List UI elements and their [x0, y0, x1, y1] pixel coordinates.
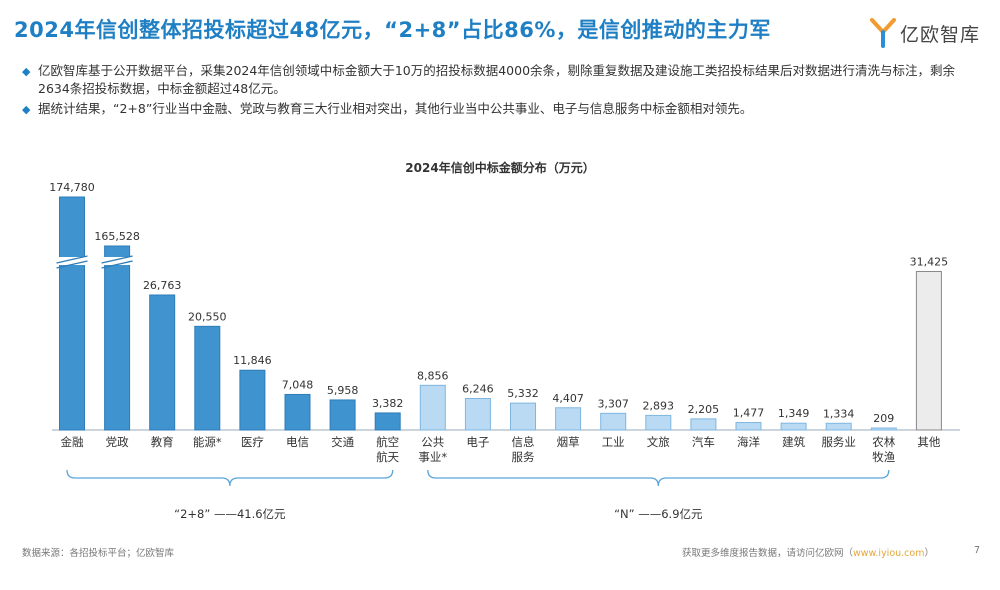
bar: [600, 412, 627, 431]
group-label: “2+8” ——41.6亿元: [174, 507, 286, 521]
category-label: 工业: [602, 435, 625, 449]
bar-chart: 2024年信创中标金额分布（万元） 174,780 金融 165,528 党政 26,7…: [49, 160, 960, 521]
bar: [825, 422, 852, 431]
category-label: 汽车: [692, 435, 715, 449]
bullet-text: 亿欧智库基于公开数据平台，采集2024年信创领域中标金额大于10万的招投标数据4…: [38, 63, 956, 96]
data-label: 165,528: [94, 230, 140, 243]
bar: [735, 422, 762, 431]
data-label: 8,856: [417, 369, 449, 382]
category-label: 公共: [421, 435, 444, 449]
category-label: 电信: [286, 435, 309, 449]
website-link[interactable]: www.iyiou.com: [852, 548, 925, 559]
bar: [419, 384, 446, 431]
bar: [690, 418, 717, 431]
data-label: 31,425: [910, 255, 949, 268]
category-label: 其他: [917, 435, 940, 449]
data-label: 20,550: [188, 310, 227, 323]
bar: [59, 196, 85, 431]
axis-break-mark: [101, 255, 133, 264]
bar: [464, 397, 491, 431]
brand-logo: 亿欧智库: [869, 18, 980, 48]
category-label: 事业*: [418, 450, 447, 464]
bar: [104, 245, 131, 431]
category-label: 信息: [512, 435, 535, 449]
footer-close-paren: ）: [924, 548, 934, 559]
data-label: 4,407: [552, 392, 584, 405]
summary-bullets: ◆ 亿欧智库基于公开数据平台，采集2024年信创领域中标金额大于10万的招投标数…: [22, 62, 982, 120]
data-label: 7,048: [282, 378, 314, 391]
category-label: 交通: [331, 435, 354, 449]
data-label: 1,349: [778, 407, 810, 420]
category-label: 文旅: [647, 435, 670, 449]
data-label: 2,205: [688, 403, 720, 416]
bar: [870, 427, 897, 431]
data-label: 3,307: [597, 397, 629, 410]
data-label: 5,332: [507, 387, 539, 400]
bullet-diamond-icon: ◆: [22, 65, 31, 78]
data-label: 11,846: [233, 354, 272, 367]
group-bracket: [427, 469, 890, 487]
bar: [780, 422, 807, 431]
category-label: 烟草: [557, 435, 580, 449]
data-label: 26,763: [143, 279, 182, 292]
category-label: 海洋: [737, 435, 760, 449]
axis-break-gap: [57, 257, 87, 265]
data-label: 174,780: [49, 181, 95, 194]
category-label: 服务业: [821, 435, 856, 449]
category-label: 航天: [376, 450, 399, 464]
category-label: 金融: [61, 435, 84, 449]
page-title: 2024年信创整体招投标超过48亿元，“2+8”占比86%，是信创推动的主力军: [14, 18, 771, 42]
bar: [149, 294, 176, 431]
data-source: 数据来源：各招投标平台；亿欧智库: [22, 548, 175, 559]
bar: [555, 407, 582, 431]
data-label: 2,893: [643, 399, 675, 412]
axis-break-mark: [101, 260, 133, 269]
data-label: 3,382: [372, 397, 404, 410]
bar: [194, 325, 221, 431]
bar: [239, 369, 266, 431]
iyiou-logo-icon: [869, 18, 896, 48]
bar: [329, 399, 356, 431]
category-label: 牧渔: [872, 450, 895, 464]
bar: [284, 393, 311, 431]
axis-break-mark: [56, 260, 88, 269]
category-label: 航空: [376, 435, 399, 449]
bullet-diamond-icon: ◆: [22, 103, 31, 116]
bullet-text: 据统计结果，“2+8”行业当中金融、党政与教育三大行业相对突出，其他行业当中公共…: [38, 101, 753, 116]
category-label: 医疗: [241, 435, 264, 449]
footer-more-text: 获取更多维度报告数据，请访问亿欧网（: [681, 548, 853, 559]
category-label: 电子: [466, 435, 489, 449]
bullet-item: ◆ 据统计结果，“2+8”行业当中金融、党政与教育三大行业相对突出，其他行业当中…: [22, 100, 982, 118]
group-label: “N” ——6.9亿元: [614, 507, 703, 521]
data-label: 1,334: [823, 407, 855, 420]
data-label: 6,246: [462, 382, 494, 395]
footer-more-info: 获取更多维度报告数据，请访问亿欧网（www.iyiou.com）: [682, 545, 934, 559]
category-label: 教育: [151, 435, 174, 449]
bar: [374, 412, 401, 431]
category-label: 农林: [872, 435, 895, 449]
page-number: 7: [973, 545, 980, 556]
bar: [510, 402, 536, 431]
axis-break-mark: [56, 255, 88, 264]
data-label: 209: [873, 412, 894, 425]
category-label: 建筑: [782, 435, 805, 449]
bar: [645, 414, 672, 431]
data-label: 5,958: [327, 384, 359, 397]
category-label: 服务: [512, 450, 535, 464]
bar: [915, 270, 942, 431]
category-label: 能源*: [193, 435, 222, 449]
axis-break-gap: [102, 257, 132, 265]
data-label: 1,477: [733, 407, 765, 420]
logo-text: 亿欧智库: [899, 23, 980, 46]
category-label: 党政: [106, 435, 129, 449]
group-bracket: [66, 469, 394, 487]
chart-title: 2024年信创中标金额分布（万元）: [405, 160, 594, 175]
bullet-item: ◆ 亿欧智库基于公开数据平台，采集2024年信创领域中标金额大于10万的招投标数…: [22, 62, 982, 98]
